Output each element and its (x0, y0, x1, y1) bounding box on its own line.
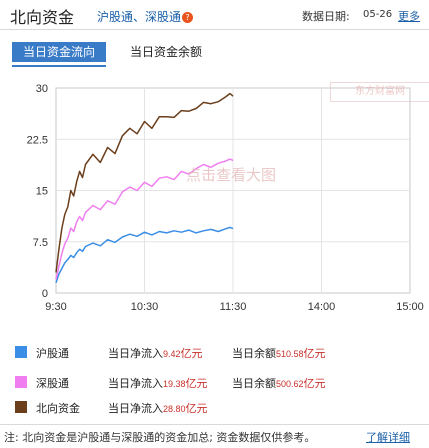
y-tick-label: 0 (42, 288, 48, 300)
legend-swatch-north (15, 401, 27, 413)
chart-svg: 0 7.5 15 22.5 30 9:30 10:30 11:30 14:00 15:00 (27, 83, 424, 313)
legend-name: 深股通 (36, 377, 69, 390)
x-tick-label: 14:00 (308, 301, 336, 313)
y-tick-label: 7.5 (33, 237, 48, 249)
series-line-北向资金 (55, 92, 234, 273)
subtitle-links: 沪股通、深股通? (97, 8, 194, 25)
subtitle-link-sz[interactable]: 深股通 (145, 10, 182, 24)
footer: 注: 北向资金是沪股通与深股通的资金加总; 资金数据仅供参考。 了解详细 (0, 424, 429, 448)
y-tick-label: 22.5 (27, 134, 48, 146)
x-tick-label: 15:00 (396, 301, 424, 313)
date-label: 数据日期: (302, 10, 350, 23)
legend-swatch-sz (15, 376, 27, 388)
enlarge-chart-watermark[interactable]: 点击查看大图 (186, 166, 277, 184)
legend-name: 沪股通 (36, 347, 69, 360)
panel-title: 北向资金 (10, 8, 75, 27)
legend-balance: 当日余额510.58亿元 (232, 347, 326, 360)
watermark-logo: 东方财富网 (330, 82, 429, 102)
more-link[interactable]: 更多 (398, 10, 420, 23)
y-tick-label: 15 (36, 186, 48, 198)
flow-chart[interactable]: 0 7.5 15 22.5 30 9:30 10:30 11:30 14:00 15:00 东方财… (0, 70, 429, 320)
subtitle-link-sh[interactable]: 沪股通 (97, 10, 134, 24)
panel-header: 北向资金 沪股通、深股通? 数据日期: 05-26 更多 (0, 0, 429, 30)
legend-inflow: 当日净流入19.38亿元 (108, 377, 208, 390)
legend-row-sz: 深股通 当日净流入19.38亿元 当日余额500.62亿元 (0, 374, 429, 390)
question-icon[interactable]: ? (182, 12, 194, 23)
legend-name: 北向资金 (36, 402, 80, 415)
x-tick-label: 11:30 (220, 301, 247, 313)
subtitle-separator: 、 (133, 10, 146, 24)
legend-row-north: 北向资金 当日净流入28.80亿元 (0, 399, 429, 415)
balance-value: 510.58 (276, 349, 304, 359)
x-tick-label: 10:30 (131, 301, 159, 313)
x-tick-label: 9:30 (45, 301, 66, 313)
legend-swatch-sh (15, 346, 27, 358)
tab-active-underline (12, 65, 106, 67)
series-line-深股通 (55, 158, 234, 280)
date-value: 05-26 (363, 9, 393, 20)
balance-value: 500.62 (276, 379, 304, 389)
y-tick-label: 30 (36, 83, 48, 95)
inflow-value: 19.38 (163, 379, 186, 389)
tab-daily-flow[interactable]: 当日资金流向 (12, 42, 106, 62)
inflow-value: 28.80 (163, 404, 186, 414)
legend-inflow: 当日净流入28.80亿元 (108, 402, 208, 415)
legend-balance: 当日余额500.62亿元 (232, 377, 326, 390)
learn-more-link[interactable]: 了解详细 (366, 431, 410, 444)
inflow-value: 9.42 (163, 349, 181, 359)
series-line-沪股通 (55, 226, 234, 284)
footer-note: 注: 北向资金是沪股通与深股通的资金加总; 资金数据仅供参考。 (4, 431, 316, 444)
tab-daily-balance[interactable]: 当日资金余额 (130, 45, 203, 59)
legend-inflow: 当日净流入9.42亿元 (108, 347, 203, 360)
legend-row-sh: 沪股通 当日净流入9.42亿元 当日余额510.58亿元 (0, 344, 429, 360)
